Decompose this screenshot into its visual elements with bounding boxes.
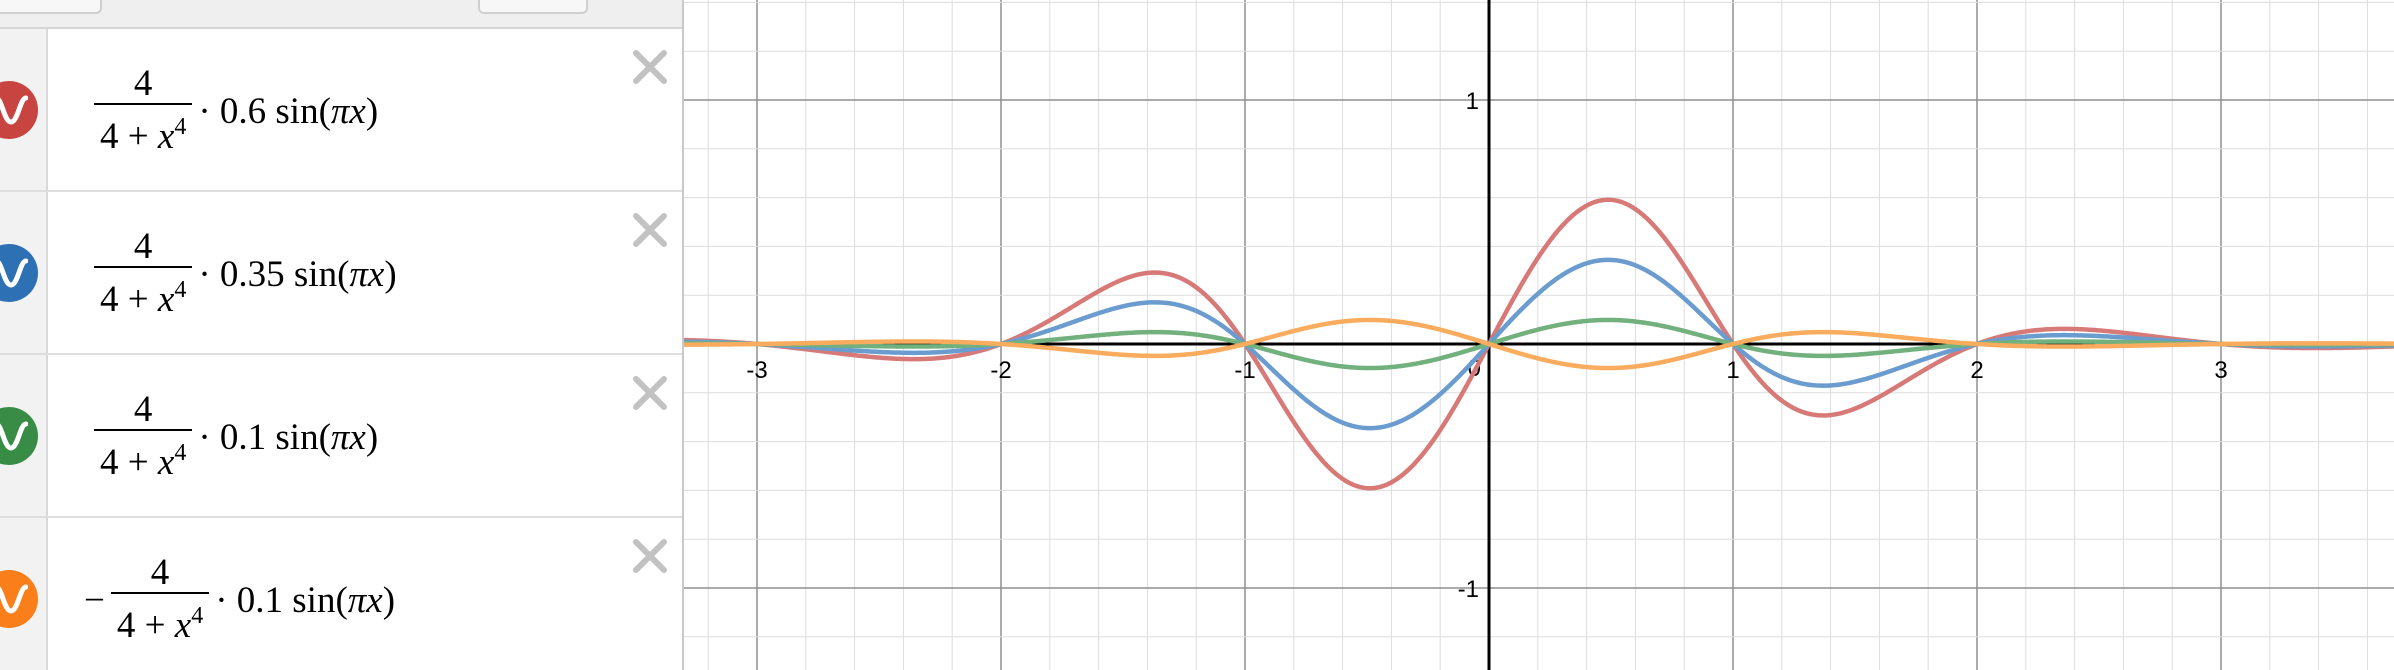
x-tick-label: -2 [990, 357, 1011, 384]
toolbar-button-right[interactable] [478, 0, 588, 14]
fraction: 4 4 + x4 [110, 552, 210, 646]
x-tick-label: 1 [1726, 357, 1739, 384]
expression-gutter [0, 355, 48, 516]
sine-argument: πx [349, 253, 385, 295]
factor-text: · 0.1 sin [198, 416, 319, 458]
sine-wave-icon[interactable] [0, 81, 38, 139]
close-x-icon[interactable] [630, 373, 670, 413]
denominator-base: 4 + [100, 442, 158, 483]
expression-row-1[interactable]: 4 4 + x4 · 0.6 sin(πx) [0, 29, 682, 192]
sine-wave-icon[interactable] [0, 570, 38, 628]
expression-row-4[interactable]: − 4 4 + x4 · 0.1 sin(πx) [0, 518, 682, 670]
fraction: 4 4 + x4 [94, 226, 193, 320]
expression-toolbar [0, 0, 682, 29]
sine-argument: πx [330, 90, 366, 132]
expression-formula[interactable]: 4 4 + x4 · 0.35 sin(πx) [88, 228, 397, 320]
fraction-numerator: 4 [133, 63, 153, 104]
denominator-exponent: 4 [174, 440, 187, 466]
close-x-icon[interactable] [630, 210, 670, 250]
y-tick-label: -1 [1458, 576, 1479, 603]
fraction-numerator: 4 [133, 389, 153, 430]
denominator-variable: x [174, 605, 192, 646]
sine-argument: πx [330, 416, 366, 458]
curve-4 [684, 317, 2394, 371]
factor-text: · 0.1 sin [215, 579, 336, 621]
expression-row-3[interactable]: 4 4 + x4 · 0.1 sin(πx) [0, 355, 682, 518]
expression-formula[interactable]: − 4 4 + x4 · 0.1 sin(πx) [84, 552, 396, 646]
expression-gutter [0, 518, 48, 670]
fraction-numerator: 4 [133, 226, 153, 267]
sine-argument: πx [347, 579, 383, 621]
curve-2 [684, 257, 2394, 431]
y-tick-label: 1 [1466, 88, 1479, 115]
sine-wave-icon[interactable] [0, 244, 38, 302]
fraction: 4 4 + x4 [94, 389, 193, 483]
fraction-denominator: 4 + x4 [94, 103, 193, 157]
expression-gutter [0, 192, 48, 353]
graph-paper[interactable]: -3 -2 -1 1 2 3 1 -1 0 [684, 0, 2394, 670]
factor-text: · 0.35 sin [198, 253, 338, 295]
x-tick-label: 3 [2214, 357, 2227, 384]
fraction-denominator: 4 + x4 [94, 266, 193, 320]
fraction-numerator: 4 [150, 552, 170, 593]
denominator-base: 4 + [100, 279, 158, 320]
grid-lines [684, 0, 2394, 670]
denominator-base: 4 + [100, 116, 158, 157]
expression-list: 4 4 + x4 · 0.6 sin(πx) 4 4 + x4 · 0.35 s… [0, 0, 684, 670]
x-tick-label: -1 [1234, 357, 1255, 384]
expression-formula[interactable]: 4 4 + x4 · 0.6 sin(πx) [88, 65, 378, 157]
expression-formula[interactable]: 4 4 + x4 · 0.1 sin(πx) [88, 391, 378, 483]
x-tick-label: 2 [1970, 357, 1983, 384]
denominator-variable: x [157, 279, 175, 320]
denominator-variable: x [157, 442, 175, 483]
denominator-base: 4 + [116, 605, 175, 646]
negative-sign: − [84, 579, 105, 621]
close-x-icon[interactable] [630, 536, 670, 576]
expression-row-2[interactable]: 4 4 + x4 · 0.35 sin(πx) [0, 192, 682, 355]
close-x-icon[interactable] [630, 47, 670, 87]
curve-1 [684, 197, 2394, 491]
graph-canvas[interactable]: -3 -2 -1 1 2 31-10 [684, 0, 2394, 670]
fraction-denominator: 4 + x4 [94, 429, 193, 483]
function-curves [684, 197, 2394, 491]
x-tick-label: -3 [746, 357, 767, 384]
denominator-exponent: 4 [191, 603, 204, 629]
fraction-denominator: 4 + x4 [110, 592, 210, 646]
toolbar-button-left[interactable] [0, 0, 102, 14]
sine-wave-icon[interactable] [0, 407, 38, 465]
fraction: 4 4 + x4 [94, 63, 193, 157]
expression-gutter [0, 29, 48, 190]
factor-text: · 0.6 sin [198, 90, 319, 132]
denominator-variable: x [157, 116, 175, 157]
denominator-exponent: 4 [174, 114, 187, 140]
curve-3 [684, 317, 2394, 371]
denominator-exponent: 4 [174, 277, 187, 303]
